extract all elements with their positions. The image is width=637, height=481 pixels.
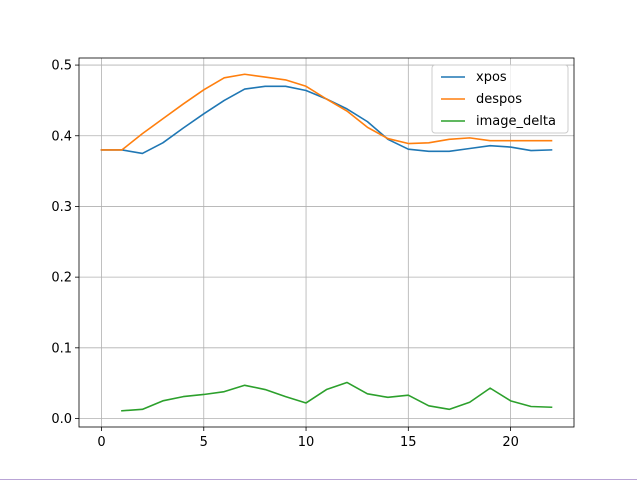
series-line-despos	[100, 73, 553, 151]
x-tick-label: 10	[298, 435, 315, 450]
y-tick-label: 0.3	[51, 200, 72, 215]
y-tick-label: 0.1	[51, 341, 72, 356]
plot-area-frame	[78, 57, 575, 428]
x-tick-label: 15	[400, 435, 417, 450]
x-tick-label: 20	[502, 435, 519, 450]
legend-label-image-delta: image_delta	[476, 114, 556, 129]
series-lines	[100, 73, 553, 412]
y-tick-label: 0.4	[51, 129, 72, 144]
legend: xpos despos image_delta	[431, 64, 569, 134]
legend-box	[431, 64, 569, 134]
y-tick-label: 0.0	[51, 412, 72, 427]
series-line-image-delta	[121, 381, 553, 412]
legend-label-despos: despos	[476, 92, 522, 107]
y-tick-label: 0.2	[51, 271, 72, 286]
y-tick-label: 0.5	[51, 59, 72, 74]
legend-label-xpos: xpos	[476, 70, 507, 85]
bottom-divider	[0, 479, 637, 480]
x-tick-label: 0	[97, 435, 105, 450]
x-tick-label: 5	[200, 435, 208, 450]
grid	[79, 58, 574, 427]
axis-ticks: 0 5 10 15 20 0.0 0.1 0.2 0.3 0.4 0.5	[51, 59, 519, 450]
